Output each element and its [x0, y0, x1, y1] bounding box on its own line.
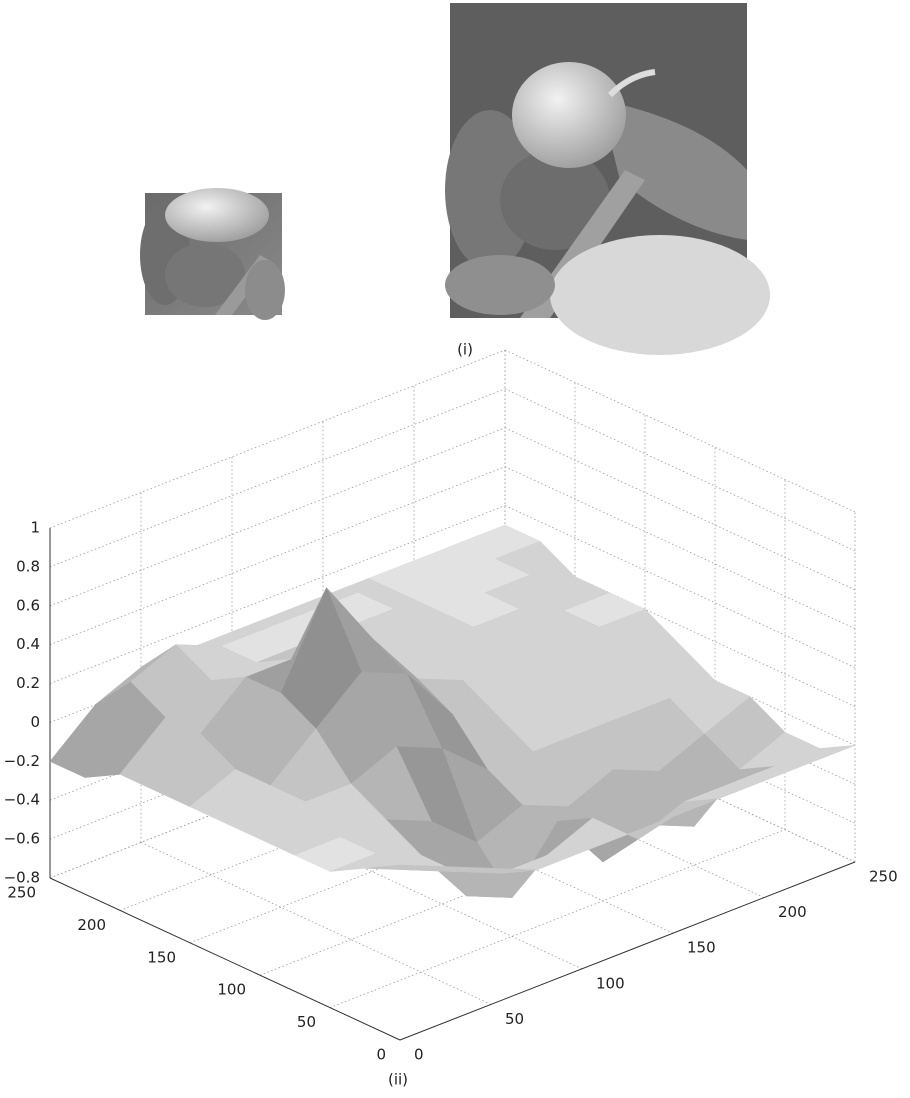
- y-tick-label: 200: [77, 916, 106, 934]
- z-tick-label: −0.2: [4, 752, 40, 770]
- grid-line: [329, 829, 786, 1008]
- z-tick-label: 0.2: [16, 674, 40, 692]
- axis-line: [49, 877, 401, 1041]
- y-tick-label: 250: [7, 884, 36, 902]
- z-tick-label: 0: [30, 713, 40, 731]
- small-photo: [140, 188, 285, 320]
- grid-line: [504, 388, 856, 552]
- z-tick-label: −0.8: [4, 869, 40, 887]
- y-tick-label: 0: [376, 1046, 386, 1064]
- x-tick-label: 150: [687, 939, 716, 957]
- grid-line: [504, 349, 856, 513]
- x-tick-label: 50: [505, 1010, 524, 1028]
- z-tick-label: −0.4: [4, 791, 40, 809]
- panel-label: (ii): [388, 1071, 408, 1089]
- grid-line: [49, 349, 506, 529]
- grid-line: [49, 388, 506, 568]
- surface-patch: [364, 864, 446, 871]
- z-tick-label: 0.6: [16, 596, 40, 614]
- x-tick-label: 200: [778, 903, 807, 921]
- y-tick-label: 50: [297, 1013, 316, 1031]
- x-tick-label: 250: [869, 868, 898, 886]
- axis-line: [399, 861, 856, 1041]
- grid-line: [504, 427, 856, 591]
- y-tick-label: 100: [217, 981, 246, 999]
- grid-line: [140, 842, 492, 1005]
- grid-line: [49, 466, 506, 646]
- grid-line: [49, 427, 506, 607]
- z-tick-label: 0.8: [16, 557, 40, 575]
- large-photo: [445, 3, 770, 355]
- grid-line: [504, 505, 856, 668]
- z-tick-label: −0.6: [4, 830, 40, 848]
- panel-label: (i): [457, 341, 473, 359]
- grid-line: [49, 505, 506, 684]
- x-tick-label: 100: [596, 974, 625, 992]
- z-tick-label: 0.4: [16, 635, 40, 653]
- y-tick-label: 150: [147, 948, 176, 966]
- surface-plot: −0.8 −0.6 −0.4 −0.2 0 0.2 0.4 0.6 0.8 1 0 50 100 150 2…: [4, 349, 898, 1064]
- z-tick-label: 1: [30, 519, 40, 537]
- x-tick-label: 0: [414, 1046, 424, 1064]
- grid-line: [504, 466, 856, 630]
